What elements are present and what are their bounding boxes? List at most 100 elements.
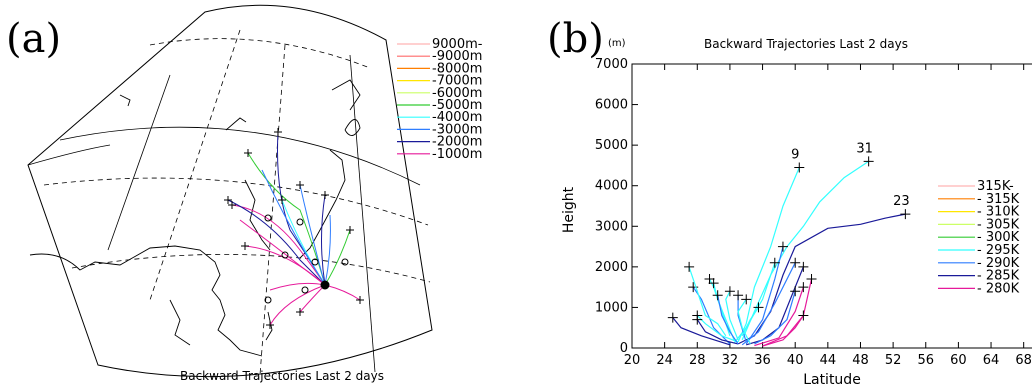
map-coastline bbox=[29, 79, 361, 357]
trajectory-endpoint bbox=[753, 302, 764, 313]
trajectory-line bbox=[741, 262, 796, 346]
y-tick-label: 4000 bbox=[595, 179, 628, 194]
trajectory-line bbox=[713, 282, 735, 341]
y-tick-label: 6000 bbox=[595, 98, 628, 113]
map-legend-label: -2000m bbox=[432, 135, 482, 150]
chart-legend-label: - 305K bbox=[977, 217, 1020, 232]
chart-title: Backward Trajectories Last 2 days bbox=[704, 37, 908, 51]
trajectory-endpoint bbox=[798, 261, 809, 272]
map-legend-label: -7000m bbox=[432, 74, 482, 89]
trajectory-endpoint bbox=[900, 209, 911, 220]
map-legend-label: -4000m bbox=[432, 110, 482, 125]
chart-legend-label: - 295K bbox=[977, 243, 1020, 258]
trajectory-endpoint bbox=[684, 261, 695, 272]
trajectory-line bbox=[737, 213, 906, 345]
panel-a-label: (a) bbox=[6, 16, 61, 62]
trajectory-line bbox=[741, 307, 759, 337]
trajectory-annotation: 9 bbox=[791, 147, 799, 162]
y-tick-label: 7000 bbox=[595, 57, 628, 72]
map-trajectories bbox=[227, 131, 361, 326]
trajectory-endpoint bbox=[741, 294, 752, 305]
x-tick-label: 56 bbox=[917, 353, 934, 368]
trajectory-endpoint bbox=[733, 290, 744, 301]
trajectory-endpoint bbox=[769, 257, 780, 268]
map-legend-label: -6000m bbox=[432, 86, 482, 101]
trajectory-line bbox=[737, 167, 800, 343]
trajectory-line bbox=[762, 278, 813, 347]
trajectory-annotation: 31 bbox=[856, 141, 873, 156]
map-legend: 9000m--9000m-8000m-7000m-6000m-5000m-400… bbox=[397, 37, 483, 162]
chart-legend-label: - 315K bbox=[977, 192, 1020, 207]
panel-b-label: (b) bbox=[547, 16, 604, 62]
map-legend-label: 9000m- bbox=[432, 37, 483, 52]
trajectory-endpoint bbox=[806, 274, 817, 285]
trajectory-endpoint bbox=[692, 314, 703, 325]
trajectory-endpoint bbox=[790, 257, 801, 268]
trajectory-line bbox=[741, 160, 869, 341]
trajectory-line bbox=[762, 315, 804, 347]
panel-a: (a) bbox=[6, 4, 483, 383]
x-tick-label: 32 bbox=[722, 353, 739, 368]
x-tick-label: 60 bbox=[950, 353, 967, 368]
map-graticule bbox=[27, 29, 431, 376]
map-markers bbox=[224, 128, 364, 329]
map-legend-label: -3000m bbox=[432, 122, 482, 137]
trajectory-line bbox=[737, 298, 751, 345]
trajectory-endpoint bbox=[667, 312, 678, 323]
trajectory-endpoint bbox=[863, 156, 874, 167]
plot-area: 20 24 28 32 36 40 44 48 52 56 60 64 68 0 1000 2000 3000 4… bbox=[595, 57, 1032, 368]
x-tick-label: 28 bbox=[689, 353, 706, 368]
trajectory-line bbox=[688, 266, 727, 337]
y-tick-label: 3000 bbox=[595, 219, 628, 234]
x-tick-label: 52 bbox=[885, 353, 902, 368]
y-unit-label: (m) bbox=[608, 38, 626, 49]
trajectory-endpoint bbox=[704, 274, 715, 285]
map-legend-label: -5000m bbox=[432, 98, 482, 113]
y-axis-label: Height bbox=[561, 186, 577, 233]
trajectory-endpoint bbox=[798, 310, 809, 321]
y-tick-label: 0 bbox=[620, 341, 628, 356]
map-frame bbox=[27, 4, 433, 378]
x-tick-label: 24 bbox=[656, 353, 673, 368]
map-legend-label: -1000m bbox=[432, 147, 482, 162]
chart-legend: 315K-- 315K- 310K- 305K- 300K- 295K- 290… bbox=[938, 179, 1020, 296]
y-tick-label: 5000 bbox=[595, 138, 628, 153]
x-tick-label: 36 bbox=[754, 353, 771, 368]
chart-legend-label: - 310K bbox=[977, 205, 1020, 220]
panel-b: (b) (m) Backward Trajectories Last 2 day… bbox=[547, 16, 1032, 388]
y-tick-label: 2000 bbox=[595, 260, 628, 275]
trajectory-endpoint bbox=[708, 278, 719, 289]
map-legend-label: -9000m bbox=[432, 49, 482, 64]
trajectory-endpoint bbox=[724, 286, 735, 297]
trajectory-endpoint bbox=[790, 286, 801, 297]
x-tick-label: 68 bbox=[1015, 353, 1032, 368]
trajectory-endpoint bbox=[712, 290, 723, 301]
trajectory-annotation: 23 bbox=[893, 194, 910, 209]
chart-legend-label: - 290K bbox=[977, 256, 1020, 271]
trajectory-endpoint bbox=[688, 282, 699, 293]
trajectory-endpoint bbox=[777, 241, 788, 252]
trajectory-endpoint bbox=[798, 282, 809, 293]
x-tick-label: 44 bbox=[820, 353, 837, 368]
chart-legend-label: - 300K bbox=[977, 230, 1020, 245]
x-axis-label: Latitude bbox=[803, 372, 861, 388]
trajectory-endpoint bbox=[794, 162, 805, 173]
chart-legend-label: 315K- bbox=[977, 179, 1014, 194]
map-title: Backward Trajectories Last 2 days bbox=[180, 369, 384, 383]
trajectory-line bbox=[696, 319, 739, 345]
trajectory-line bbox=[754, 291, 796, 345]
y-tick-label: 1000 bbox=[595, 300, 628, 315]
map-legend-label: -8000m bbox=[432, 61, 482, 76]
trajectory-line bbox=[754, 286, 804, 347]
trajectory-line bbox=[672, 317, 731, 346]
x-tick-label: 40 bbox=[787, 353, 804, 368]
trajectory-line bbox=[725, 290, 739, 341]
chart-legend-label: - 285K bbox=[977, 269, 1020, 284]
x-tick-label: 20 bbox=[624, 353, 641, 368]
x-tick-label: 48 bbox=[852, 353, 869, 368]
trajectory-line bbox=[717, 295, 739, 345]
plot-frame bbox=[631, 63, 1032, 349]
x-tick-label: 64 bbox=[983, 353, 1000, 368]
chart-legend-label: - 280K bbox=[977, 281, 1020, 296]
